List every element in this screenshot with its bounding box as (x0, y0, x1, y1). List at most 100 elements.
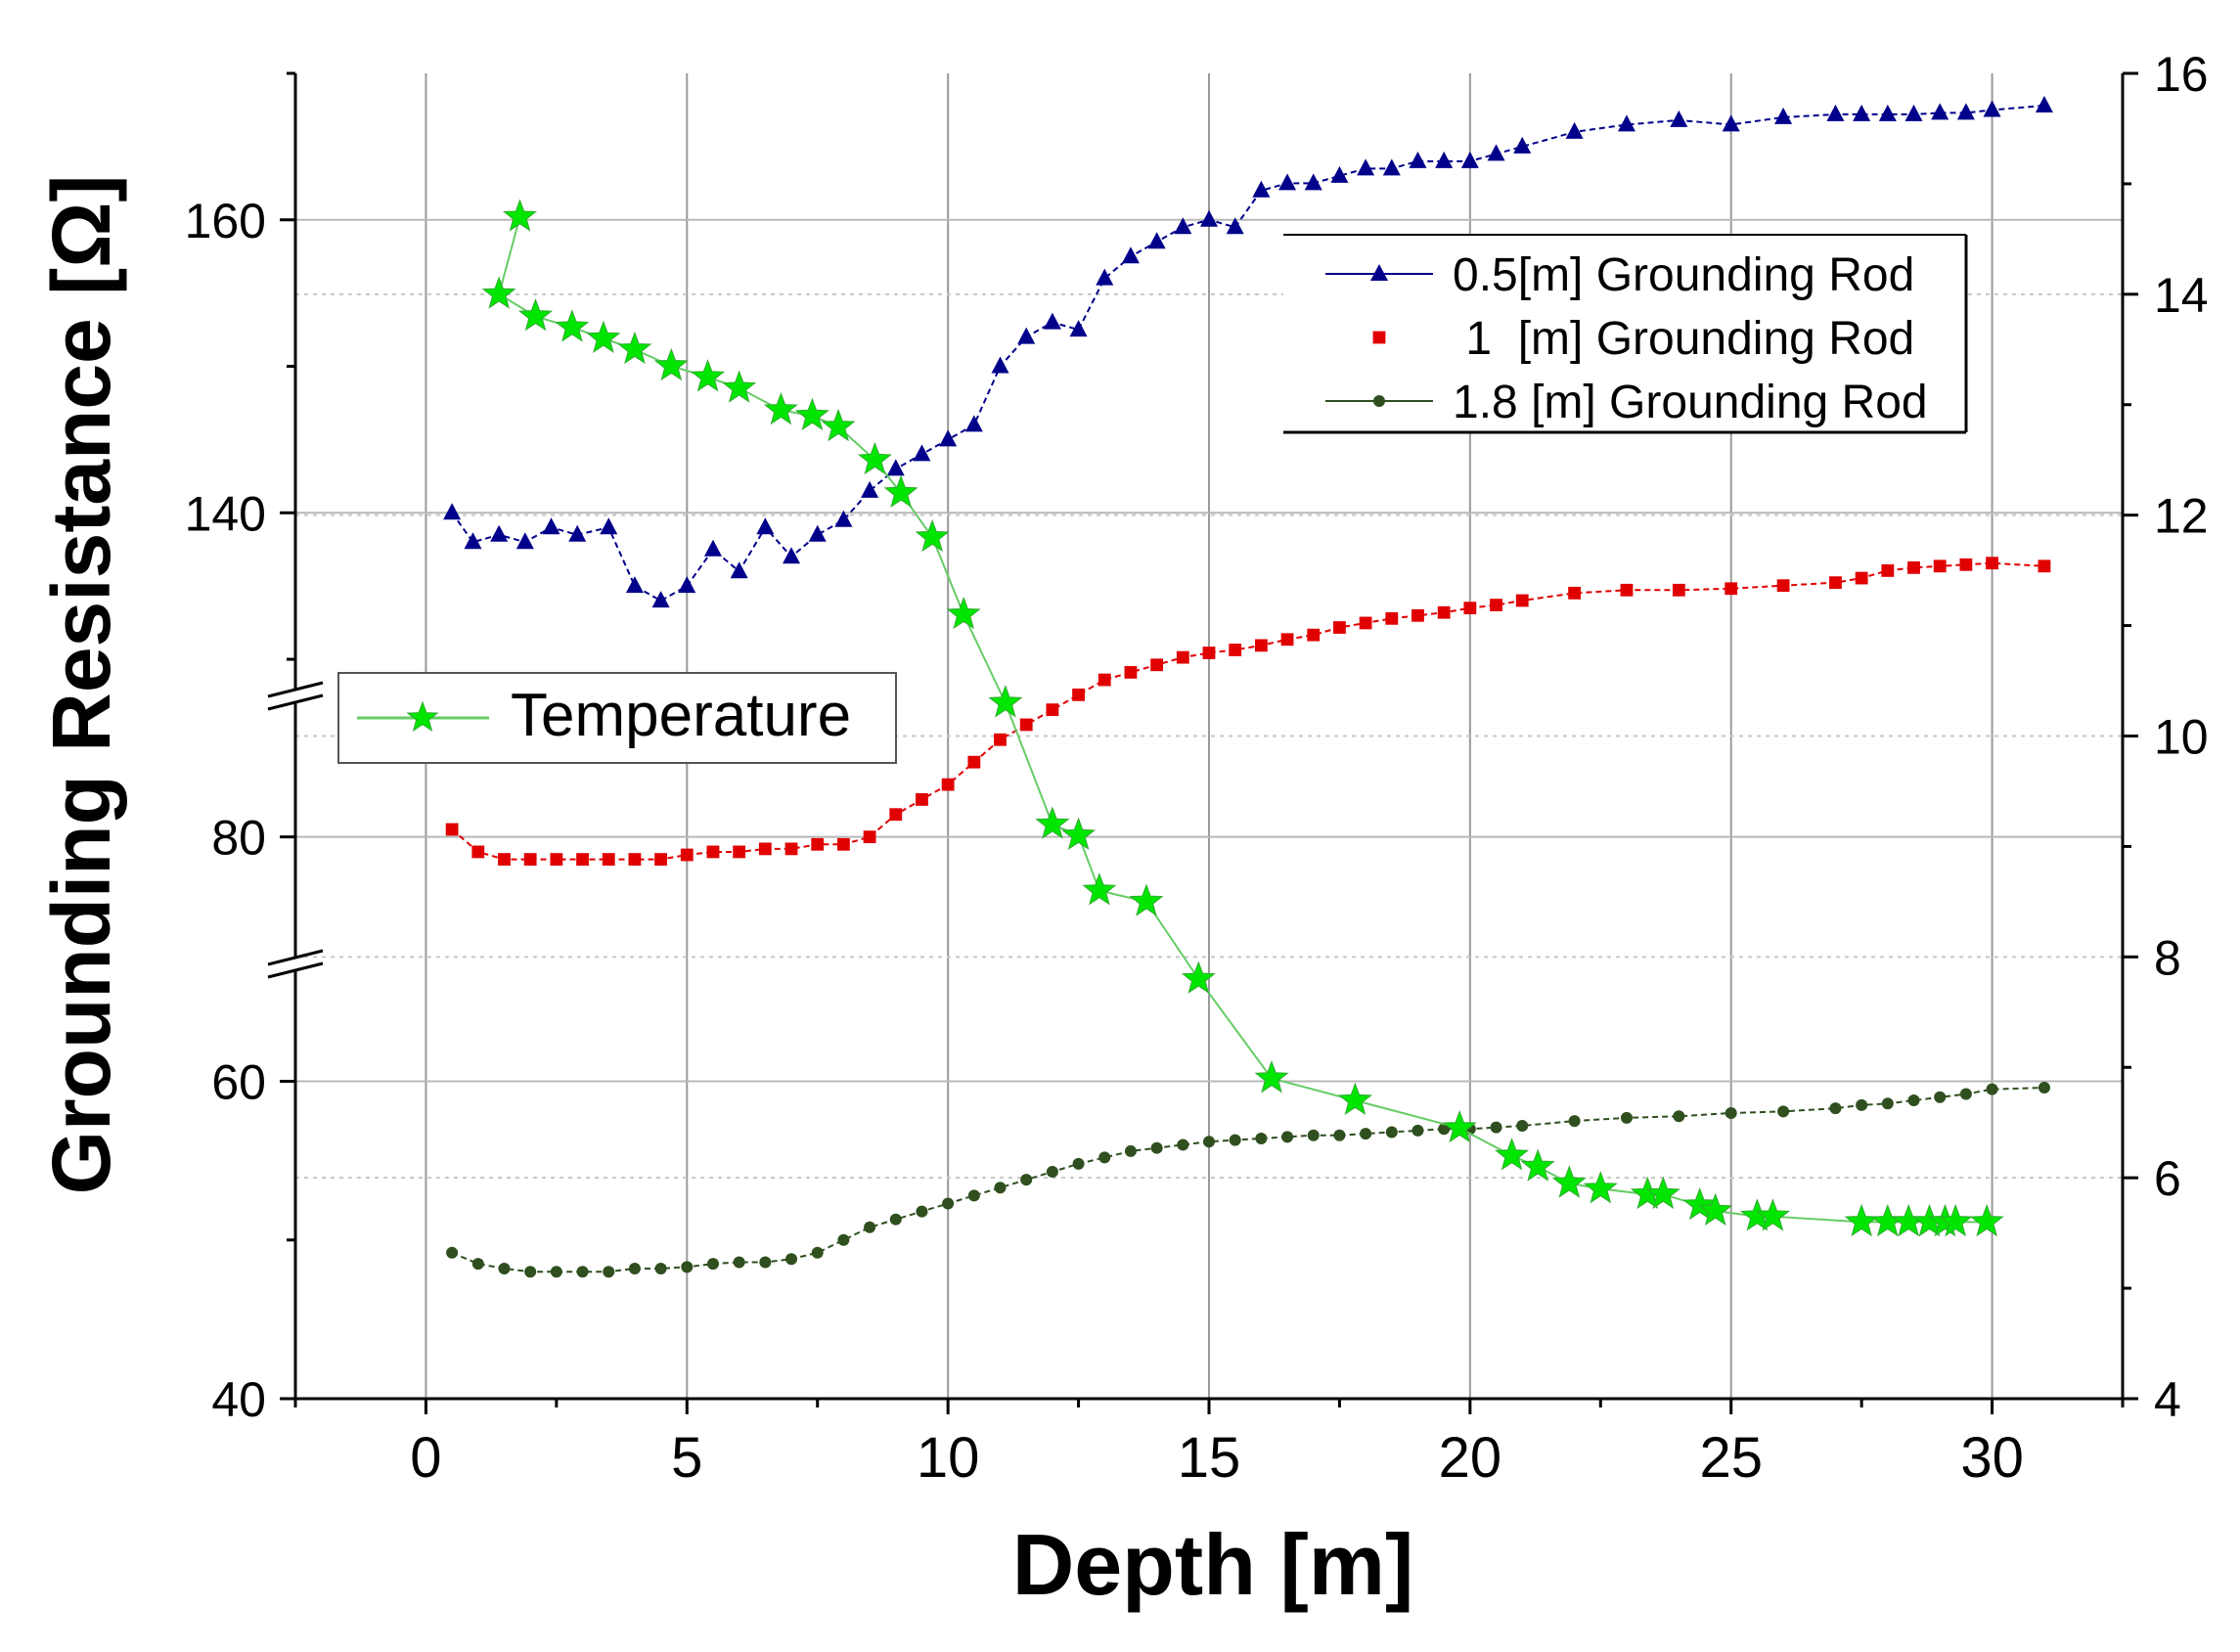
series-1 (445, 557, 2051, 866)
data-point (1072, 688, 1085, 701)
x-tick-label: 30 (1960, 1426, 2024, 1490)
data-point (1150, 1141, 1163, 1154)
data-point (1956, 103, 1975, 120)
data-point (889, 1213, 902, 1226)
data-point (1281, 1131, 1294, 1143)
right-tick-label: 16 (2154, 47, 2209, 102)
data-point (1360, 1128, 1372, 1140)
data-point (1881, 1097, 1894, 1110)
series-0 (443, 95, 2053, 608)
data-point (1617, 114, 1635, 132)
data-point (568, 524, 587, 542)
data-point (576, 853, 589, 866)
data-point (1959, 558, 1973, 571)
data-point (834, 510, 853, 527)
data-point (1043, 312, 1061, 330)
data-point (1442, 1109, 1477, 1143)
data-point (1520, 1148, 1555, 1182)
data-point (471, 845, 485, 859)
data-point (991, 356, 1009, 374)
data-point (811, 1246, 824, 1259)
data-point (603, 1266, 615, 1278)
data-point (994, 733, 1007, 746)
data-point (680, 848, 694, 862)
data-point (1035, 806, 1070, 839)
data-point (1515, 594, 1529, 607)
data-point (1620, 1111, 1633, 1124)
data-point (550, 1266, 562, 1278)
data-point (1513, 136, 1532, 154)
data-point (1495, 1138, 1530, 1171)
data-point (1280, 633, 1294, 647)
right-tick-label: 6 (2154, 1151, 2181, 1206)
data-point (1069, 320, 1088, 337)
data-point (783, 547, 801, 564)
data-point (1307, 628, 1321, 642)
data-point (471, 1258, 484, 1271)
data-point (864, 1221, 876, 1233)
x-tick-label: 5 (671, 1426, 702, 1490)
data-point (811, 837, 825, 851)
data-point (1098, 1151, 1111, 1164)
data-point (1254, 639, 1268, 652)
data-point (1722, 114, 1740, 132)
break-mark-upper (267, 681, 324, 698)
data-point (1904, 104, 1923, 121)
data-point (916, 1205, 928, 1218)
data-point (758, 842, 772, 856)
data-point (1357, 158, 1375, 176)
data-point (1777, 1105, 1790, 1118)
left-tick-label: 40 (211, 1372, 266, 1427)
legend-marker (1372, 331, 1386, 344)
data-point (706, 1258, 719, 1271)
right-tick-label: 4 (2154, 1372, 2181, 1427)
legend-main: 0.5[m] Grounding Rod 1 [m] Grounding Rod… (1283, 234, 1968, 434)
data-point (1082, 872, 1117, 906)
data-point (515, 532, 534, 550)
data-point (1583, 1171, 1618, 1204)
legend-label: 1 [m] Grounding Rod (1453, 313, 1914, 365)
data-point (586, 320, 621, 353)
data-point (1278, 173, 1297, 191)
data-point (759, 1256, 772, 1269)
data-point (946, 596, 981, 630)
data-point (524, 1266, 537, 1278)
data-point (1516, 1119, 1529, 1132)
data-point (1337, 1082, 1372, 1116)
left-tick-label: 80 (211, 811, 266, 866)
data-point (1382, 158, 1401, 176)
data-point (1229, 1134, 1241, 1146)
data-point (1490, 599, 1502, 611)
data-point (863, 830, 876, 844)
legend-main-box (1283, 235, 1966, 432)
right-tick-label: 10 (2154, 710, 2209, 765)
break-mark-lower (267, 961, 324, 979)
data-point (1463, 602, 1477, 615)
data-point (1254, 1060, 1289, 1094)
data-point (1829, 576, 1842, 590)
legend-temp: Temperature (337, 672, 897, 764)
data-point (1124, 1144, 1137, 1157)
data-point (1017, 327, 1036, 344)
data-point (1046, 703, 1059, 717)
data-point (883, 474, 918, 508)
data-point (1333, 1129, 1346, 1141)
left-tick-label: 140 (185, 486, 266, 541)
data-point (941, 778, 955, 791)
legend-label: 0.5[m] Grounding Rod (1453, 249, 1914, 301)
data-point (1620, 583, 1634, 597)
data-point (1020, 1174, 1033, 1186)
left-tick-label: 160 (185, 194, 266, 248)
data-point (445, 823, 459, 836)
right-tick-label: 14 (2154, 268, 2209, 323)
data-point (1490, 1121, 1502, 1134)
data-point (1959, 1088, 1972, 1100)
data-point (654, 1262, 667, 1274)
data-point (1931, 103, 1949, 120)
data-point (653, 347, 689, 381)
data-point (756, 517, 775, 535)
data-point (1776, 579, 1790, 593)
data-point (1568, 1115, 1581, 1128)
data-point (1150, 658, 1164, 672)
